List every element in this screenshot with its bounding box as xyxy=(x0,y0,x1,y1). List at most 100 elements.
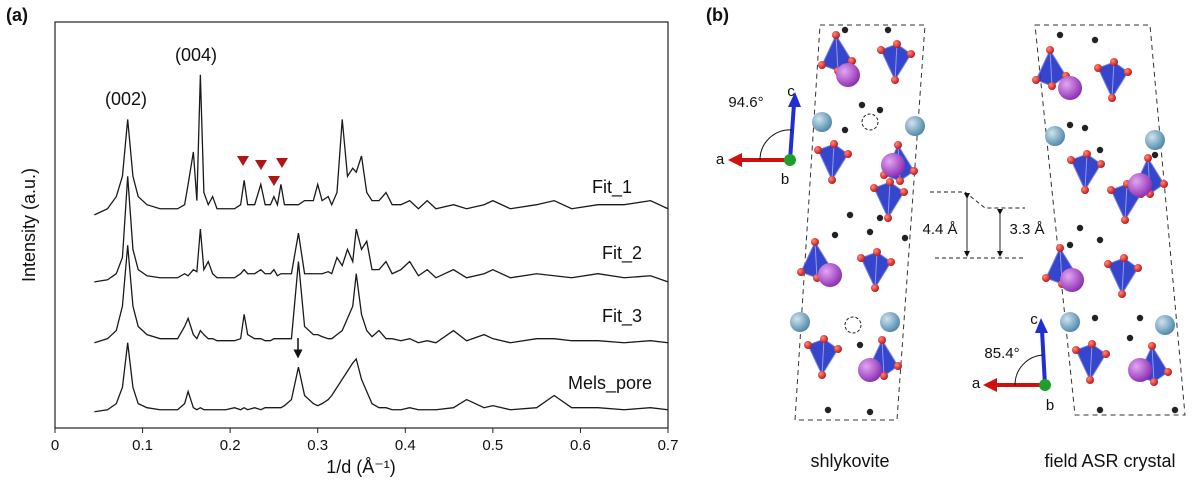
axis-label: a xyxy=(716,151,725,168)
angle-label: 85.4° xyxy=(984,345,1019,362)
peak-annotation: (002) xyxy=(105,89,147,109)
carbon-atom xyxy=(1172,407,1178,413)
oxygen xyxy=(1134,264,1142,272)
oxygen xyxy=(1150,378,1158,386)
panel-label: (a) xyxy=(6,5,28,25)
oxygen xyxy=(893,40,901,48)
carbon-atom xyxy=(1082,125,1088,131)
figure: (a) Intensity (a.u.) 1/d (Å⁻¹) (b) 94.6°… xyxy=(0,0,1192,488)
oxygen xyxy=(814,146,822,154)
axis-b xyxy=(1039,379,1051,391)
axis-c xyxy=(1042,330,1045,385)
axis-label: b xyxy=(1046,397,1054,414)
atom xyxy=(1128,358,1152,382)
atom xyxy=(905,116,925,136)
atom xyxy=(1060,268,1084,292)
carbon-atom xyxy=(885,27,891,33)
spectrum-line xyxy=(94,176,668,282)
carbon-atom xyxy=(825,407,831,413)
oxygen xyxy=(1144,154,1152,162)
oxygen xyxy=(1120,254,1128,262)
oxygen xyxy=(857,254,865,262)
oxygen xyxy=(878,336,886,344)
oxygen xyxy=(1088,340,1096,348)
oxygen xyxy=(1108,94,1116,102)
carbon-atom xyxy=(877,215,883,221)
oxygen xyxy=(797,268,805,276)
oxygen xyxy=(828,176,836,184)
oxygen xyxy=(1083,150,1091,158)
oxygen xyxy=(1110,58,1118,66)
spacing-label: 3.3 Å xyxy=(1009,221,1044,238)
oxygen xyxy=(1160,180,1168,188)
axis-label: b xyxy=(781,171,789,188)
axis-a-head xyxy=(728,153,742,167)
x-tick-label: 0.2 xyxy=(220,437,241,454)
carbon-atom xyxy=(1127,335,1133,341)
oxygen xyxy=(820,335,828,343)
carbon-atom xyxy=(1057,32,1063,38)
oxygen xyxy=(1148,342,1156,350)
plot-frame xyxy=(55,22,668,428)
oxygen xyxy=(1046,46,1054,54)
vacancy xyxy=(845,317,861,333)
oxygen xyxy=(894,141,902,149)
carbon-atom xyxy=(1067,242,1073,248)
oxygen xyxy=(900,188,908,196)
carbon-atom xyxy=(832,232,838,238)
oxygen xyxy=(1081,186,1089,194)
carbon-atom xyxy=(1092,315,1098,321)
x-tick-label: 0.6 xyxy=(570,437,591,454)
spacing-label: 4.4 Å xyxy=(922,221,957,238)
carbon-atom xyxy=(1067,122,1073,128)
atom xyxy=(1045,126,1065,146)
atom xyxy=(880,312,900,332)
oxygen xyxy=(1067,156,1075,164)
y-axis-label: Intensity (a.u.) xyxy=(19,168,39,282)
oxygen xyxy=(830,140,838,148)
vacancy xyxy=(862,114,878,130)
atom xyxy=(858,358,882,382)
x-tick-label: 0 xyxy=(51,437,59,454)
atom xyxy=(1145,130,1165,150)
carbon-atom xyxy=(1137,315,1143,321)
oxygen xyxy=(910,167,918,175)
carbon-atom xyxy=(1152,152,1158,158)
carbon-atom xyxy=(859,102,865,108)
spectrum-line xyxy=(94,75,668,215)
x-axis-label: 1/d (Å⁻¹) xyxy=(326,457,396,477)
oxygen xyxy=(1104,260,1112,268)
oxygen xyxy=(1042,274,1050,282)
caption: field ASR crystal xyxy=(1044,451,1175,471)
oxygen xyxy=(818,61,826,69)
axis-label: a xyxy=(972,375,981,392)
series-label: Mels_pore xyxy=(568,373,652,394)
carbon-atom xyxy=(867,229,873,235)
axis-a-head xyxy=(983,378,997,392)
oxygen xyxy=(1102,350,1110,358)
oxygen xyxy=(1124,68,1132,76)
unit-cell xyxy=(795,25,925,420)
peak-annotation: (004) xyxy=(175,45,217,65)
oxygen xyxy=(887,258,895,266)
carbon-atom xyxy=(1097,407,1103,413)
oxygen xyxy=(1121,216,1129,224)
series-label: Fit_3 xyxy=(602,306,642,327)
oxygen xyxy=(907,50,915,58)
atom xyxy=(812,112,832,132)
atom xyxy=(790,312,810,332)
atom xyxy=(1128,173,1152,197)
panel-label: (b) xyxy=(706,5,729,25)
series-label: Fit_1 xyxy=(592,177,632,198)
oxygen xyxy=(811,238,819,246)
oxygen xyxy=(886,178,894,186)
oxygen xyxy=(834,345,842,353)
x-tick-label: 0.1 xyxy=(132,437,153,454)
oxygen xyxy=(1107,186,1115,194)
oxygen xyxy=(804,341,812,349)
oxygen xyxy=(818,371,826,379)
carbon-atom xyxy=(1092,37,1098,43)
oxygen xyxy=(1094,64,1102,72)
oxygen xyxy=(1097,160,1105,168)
axis-label: c xyxy=(1030,311,1038,328)
